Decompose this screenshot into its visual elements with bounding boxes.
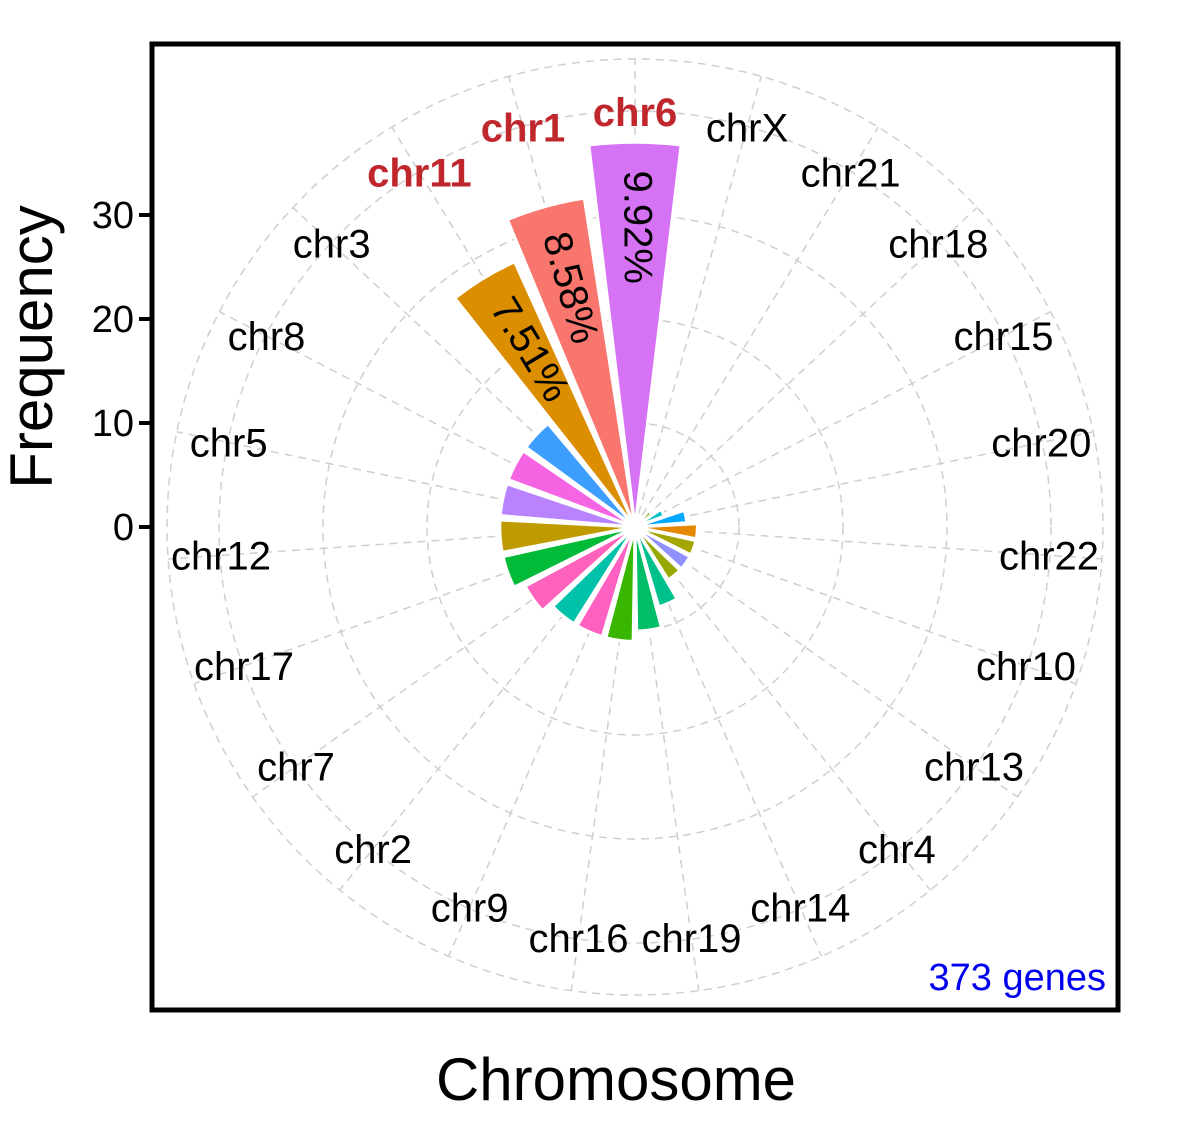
category-label-chr15: chr15 xyxy=(953,315,1053,359)
bar-chr14 xyxy=(633,526,680,609)
grid-spoke xyxy=(634,76,762,528)
gene-count-note: 373 genes xyxy=(929,957,1107,999)
category-label-chr10: chr10 xyxy=(976,645,1076,689)
category-label-chr8: chr8 xyxy=(228,315,306,359)
category-label-chr12: chr12 xyxy=(171,534,271,578)
grid-circle xyxy=(322,214,948,840)
bar-chr2 xyxy=(550,525,637,626)
category-label-chr19: chr19 xyxy=(641,917,741,961)
grid-spoke xyxy=(634,526,1018,798)
category-label-chr13: chr13 xyxy=(924,745,1024,789)
bar-chr17 xyxy=(501,525,636,590)
bar-chr6 xyxy=(587,140,683,528)
bar-chr20 xyxy=(634,508,689,529)
bar-chr8 xyxy=(506,448,636,529)
grid-spoke xyxy=(634,126,879,528)
category-label-chr4: chr4 xyxy=(858,828,936,872)
bar-chr12 xyxy=(498,518,636,555)
category-label-chr22: chr22 xyxy=(999,534,1099,578)
grid-spoke xyxy=(634,526,931,891)
category-label-chr18: chr18 xyxy=(888,223,988,267)
category-label-chr6: chr6 xyxy=(593,91,678,135)
y-tick-label: 0 xyxy=(113,507,134,549)
bar-chr13 xyxy=(633,525,692,571)
category-label-chr9: chr9 xyxy=(431,887,509,931)
category-label-chr1: chr1 xyxy=(481,106,566,150)
category-labels: chr6 chrX chr21 chr18 chr15 chr20 chr22 chr10 ch… xyxy=(171,91,1099,961)
category-label-chr5: chr5 xyxy=(190,422,268,466)
grid-spoke xyxy=(634,311,1051,528)
percent-label-chr6: 9.92% xyxy=(615,170,659,283)
bar-chr7 xyxy=(523,525,637,613)
category-label-chr20: chr20 xyxy=(991,422,1091,466)
category-label-chr17: chr17 xyxy=(194,645,294,689)
bar-chr22 xyxy=(634,522,699,541)
y-tick-label: 30 xyxy=(92,195,134,237)
grid-spoke xyxy=(634,526,1077,685)
bar-chr3 xyxy=(523,421,637,529)
y-tick-label: 20 xyxy=(92,299,134,341)
category-label-chr16: chr16 xyxy=(528,917,628,961)
category-label-chr21: chr21 xyxy=(801,151,901,195)
bar-chr4 xyxy=(633,525,683,582)
category-label-chr14: chr14 xyxy=(750,887,850,931)
y-axis-title: Frequency xyxy=(0,205,65,488)
category-label-chr2: chr2 xyxy=(334,828,412,872)
bar-chr9 xyxy=(575,526,637,639)
grid-circle xyxy=(426,318,844,736)
bars xyxy=(452,140,699,643)
x-axis-title: Chromosome xyxy=(436,1046,796,1113)
category-label-chr11: chr11 xyxy=(367,151,472,195)
grid-spoke xyxy=(634,207,978,528)
y-tick-label: 10 xyxy=(92,403,134,445)
bar-chr11 xyxy=(452,259,637,528)
grid-circle xyxy=(218,110,1052,944)
bar-chr19 xyxy=(633,526,664,633)
category-label-chrX: chrX xyxy=(706,106,788,150)
category-label-chr7: chr7 xyxy=(257,745,335,789)
bar-chr1 xyxy=(505,196,637,528)
y-axis: 0 10 20 30 xyxy=(92,195,152,549)
bar-chr5 xyxy=(498,481,636,529)
grid-spoke xyxy=(634,431,1094,528)
grid-spoke xyxy=(634,526,1102,560)
category-label-chr3: chr3 xyxy=(293,223,371,267)
